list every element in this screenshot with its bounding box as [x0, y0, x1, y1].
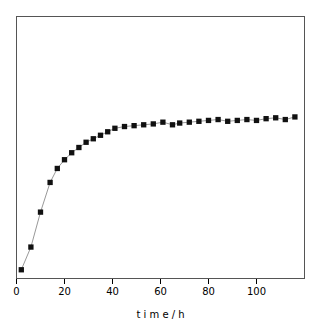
svg-text:t i m e / h: t i m e / h [136, 309, 184, 320]
svg-text:80: 80 [202, 286, 215, 297]
svg-text:60: 60 [154, 286, 167, 297]
svg-text:0: 0 [13, 286, 19, 297]
svg-text:20: 20 [58, 286, 71, 297]
svg-text:40: 40 [106, 286, 119, 297]
svg-text:100: 100 [247, 286, 266, 297]
